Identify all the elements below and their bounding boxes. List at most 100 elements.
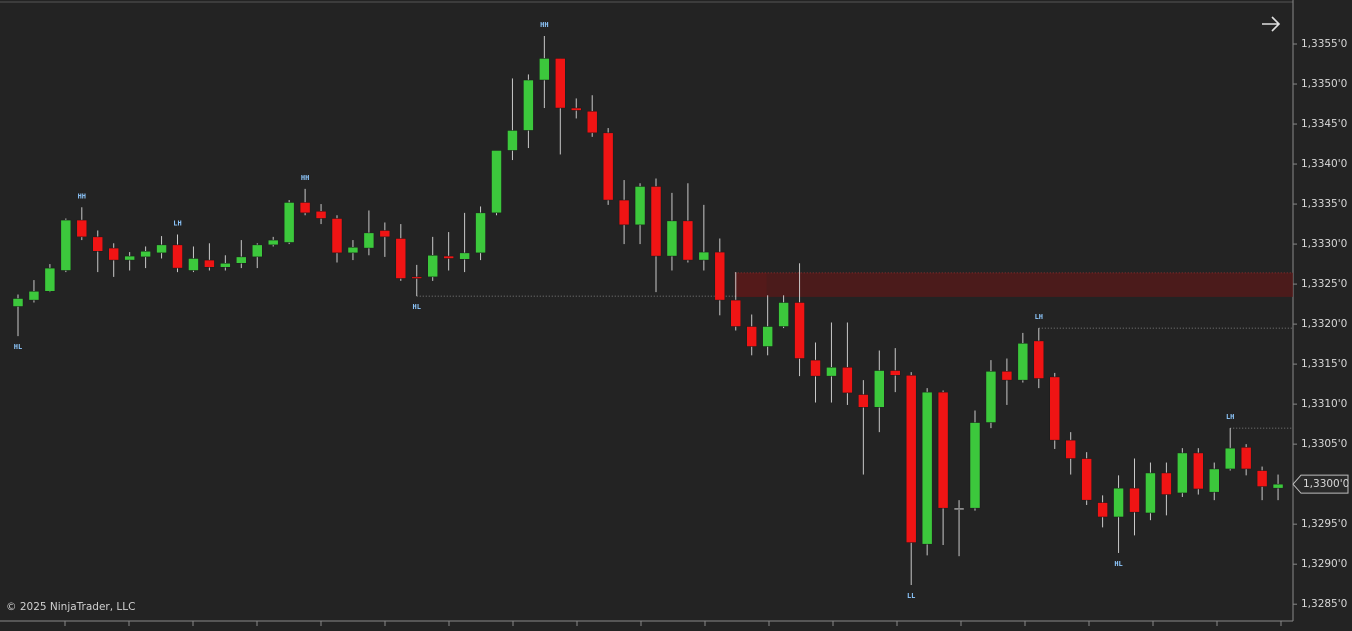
candle-body bbox=[1097, 502, 1108, 518]
candle-body bbox=[555, 58, 566, 109]
candle-body bbox=[762, 326, 773, 347]
candle-body bbox=[969, 422, 981, 509]
last-price-box bbox=[1292, 474, 1349, 494]
candle-body bbox=[921, 391, 933, 545]
candle-body bbox=[60, 219, 72, 271]
candle-body bbox=[236, 256, 247, 264]
y-tick-label: 1,3325'0 bbox=[1301, 278, 1347, 290]
candle-body bbox=[1081, 458, 1092, 501]
zone bbox=[734, 272, 1293, 297]
candle-body bbox=[156, 244, 167, 254]
y-tick-label: 1,3290'0 bbox=[1301, 558, 1347, 570]
candle-body bbox=[842, 367, 853, 394]
candle-body bbox=[874, 370, 885, 408]
y-tick-label: 1,3310'0 bbox=[1301, 398, 1347, 410]
candle-body bbox=[905, 375, 917, 543]
candle-body bbox=[28, 291, 40, 301]
y-tick-label: 1,3315'0 bbox=[1301, 358, 1347, 370]
swing-label: LH bbox=[1226, 413, 1234, 421]
candle-body bbox=[459, 252, 470, 260]
candle-body bbox=[331, 218, 343, 254]
candle-body bbox=[714, 251, 726, 301]
y-tick-label: 1,3350'0 bbox=[1301, 78, 1347, 90]
candle-body bbox=[220, 263, 231, 268]
y-tick-label: 1,3355'0 bbox=[1301, 38, 1347, 50]
candle-body bbox=[523, 79, 534, 131]
candle-body bbox=[1209, 468, 1220, 493]
candle-body bbox=[1001, 371, 1013, 381]
y-tick-label: 1,3295'0 bbox=[1301, 518, 1347, 530]
candle-body bbox=[507, 130, 518, 151]
swing-label: LH bbox=[173, 219, 181, 227]
candle-body bbox=[1240, 447, 1252, 470]
candle-body bbox=[602, 132, 614, 201]
candle-body bbox=[985, 371, 997, 423]
candle-body bbox=[92, 236, 103, 252]
candle-body bbox=[204, 259, 215, 268]
candle-body bbox=[12, 298, 24, 307]
candle-body bbox=[1193, 452, 1204, 490]
candle-body bbox=[586, 110, 598, 134]
candle-body bbox=[1177, 452, 1188, 494]
candle-body bbox=[794, 302, 805, 359]
candle-body bbox=[650, 186, 662, 257]
x-axis-ticks bbox=[64, 621, 1282, 626]
candle-body bbox=[299, 202, 311, 214]
candle-body bbox=[698, 251, 710, 261]
swing-label: HH bbox=[540, 21, 548, 29]
candle-body bbox=[858, 394, 869, 408]
candle-body bbox=[140, 251, 151, 258]
candle-body bbox=[746, 326, 757, 347]
candle-body bbox=[363, 232, 375, 249]
candle-body bbox=[890, 370, 901, 376]
candle-body bbox=[1033, 340, 1045, 379]
swing-label: HL bbox=[1114, 560, 1122, 568]
zone-highlight bbox=[734, 272, 767, 297]
candle-body bbox=[427, 255, 438, 278]
candle-body bbox=[778, 302, 789, 327]
candle-body bbox=[395, 238, 407, 279]
candle-body bbox=[315, 211, 327, 219]
y-tick-label: 1,3305'0 bbox=[1301, 438, 1347, 450]
y-tick-label: 1,3330'0 bbox=[1301, 238, 1347, 250]
arrow-button[interactable] bbox=[1262, 16, 1281, 32]
y-tick-label: 1,3345'0 bbox=[1301, 118, 1347, 130]
candle-body bbox=[252, 244, 263, 258]
swing-label: HL bbox=[14, 343, 22, 351]
candle-body bbox=[108, 247, 119, 261]
candle-body bbox=[491, 150, 502, 214]
arrow-icon[interactable] bbox=[1262, 16, 1281, 32]
swing-label: HL bbox=[413, 303, 421, 311]
candle-body bbox=[826, 367, 837, 377]
candle-body bbox=[267, 239, 279, 246]
candle-body bbox=[634, 186, 646, 226]
last-price-label: 1,3300'0 bbox=[1303, 478, 1349, 490]
candle-body bbox=[937, 391, 949, 509]
candle-body bbox=[618, 199, 630, 226]
candle-body bbox=[283, 202, 295, 243]
candle-body bbox=[1161, 472, 1172, 495]
candle-body bbox=[1065, 439, 1076, 459]
swing-label: HH bbox=[301, 174, 309, 182]
y-tick-label: 1,3320'0 bbox=[1301, 318, 1347, 330]
candle-body bbox=[1145, 472, 1156, 514]
candle-body bbox=[1256, 470, 1268, 487]
y-tick-label: 1,3285'0 bbox=[1301, 598, 1347, 610]
candle-body bbox=[347, 247, 359, 254]
candle-body bbox=[411, 276, 422, 279]
candle-body bbox=[475, 212, 486, 254]
swing-label: HH bbox=[78, 192, 86, 200]
candle-body bbox=[1129, 487, 1140, 513]
y-tick-label: 1,3335'0 bbox=[1301, 198, 1347, 210]
candle-body bbox=[1224, 447, 1236, 470]
candle-body bbox=[1017, 343, 1029, 381]
candle-body bbox=[76, 219, 88, 238]
candle-body bbox=[666, 220, 678, 257]
candle-body bbox=[44, 267, 56, 292]
candle-body bbox=[379, 230, 391, 238]
copyright: © 2025 NinjaTrader, LLC bbox=[6, 601, 135, 613]
candle-body bbox=[682, 220, 694, 261]
candle-body bbox=[571, 107, 582, 111]
